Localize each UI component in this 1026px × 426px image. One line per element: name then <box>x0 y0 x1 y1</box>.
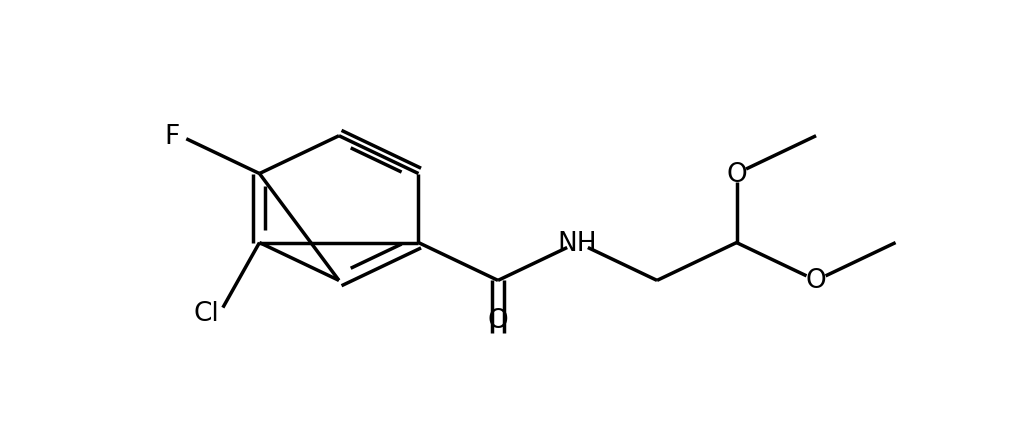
Text: Cl: Cl <box>194 301 220 326</box>
Text: F: F <box>165 124 180 150</box>
Text: O: O <box>726 161 747 187</box>
Text: NH: NH <box>558 230 597 256</box>
Text: O: O <box>805 268 826 294</box>
Text: O: O <box>487 307 508 333</box>
